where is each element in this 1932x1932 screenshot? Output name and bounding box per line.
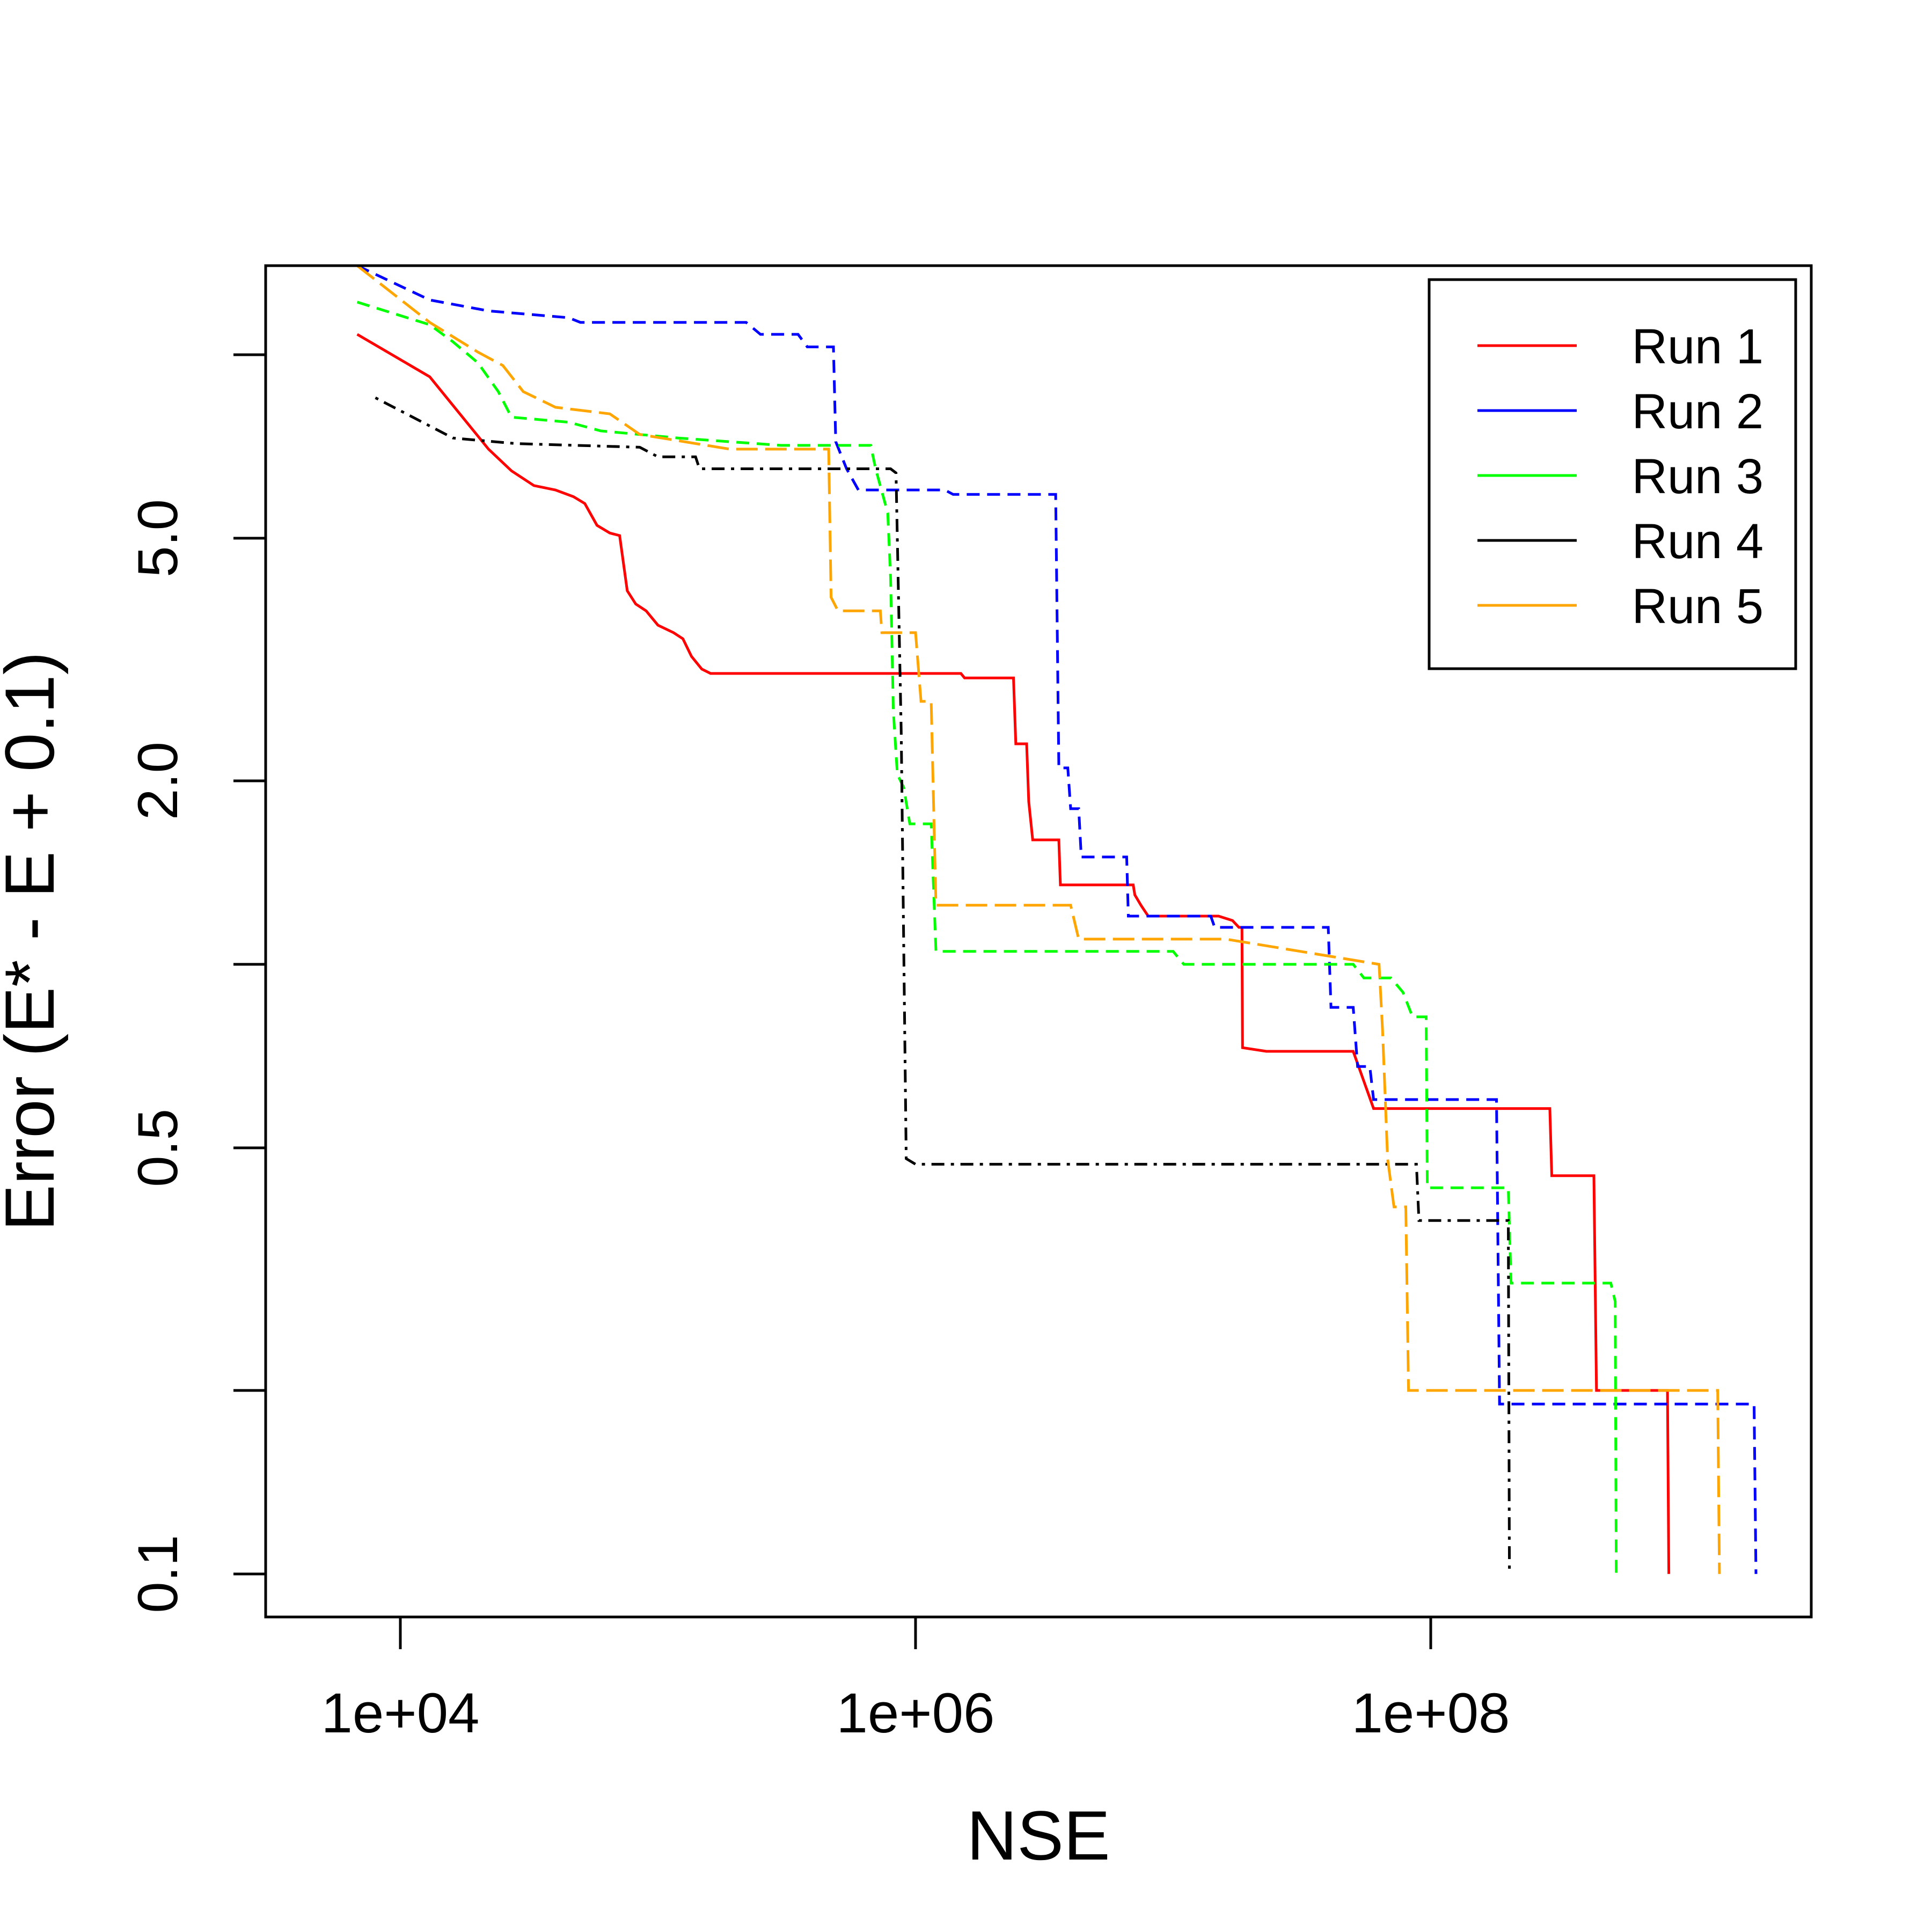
legend-label-3: Run 3 <box>1632 449 1764 504</box>
x-axis-title: NSE <box>967 1796 1110 1875</box>
y-axis: 0.1 0.5 2.0 5.0 <box>127 353 267 1613</box>
y-tick-label: 0.5 <box>127 1109 189 1187</box>
series-line-4 <box>375 396 1511 1574</box>
series-line-2 <box>356 264 1758 1574</box>
series-line-5 <box>356 265 1721 1574</box>
x-axis: 1e+04 1e+06 1e+08 <box>321 1615 1510 1745</box>
legend-label-2: Run 2 <box>1632 384 1764 439</box>
legend: Run 1 Run 2 Run 3 Run 4 Run 5 <box>1428 278 1797 670</box>
legend-label-5: Run 5 <box>1632 579 1764 634</box>
series-line-1 <box>356 333 1671 1574</box>
x-tick-label: 1e+08 <box>1352 1682 1510 1745</box>
legend-label-1: Run 1 <box>1632 319 1764 374</box>
series-layer <box>356 264 1758 1574</box>
legend-label-4: Run 4 <box>1632 514 1764 569</box>
x-tick-label: 1e+06 <box>837 1682 995 1745</box>
y-axis-title: Error (E* - E + 0.1) <box>0 652 69 1231</box>
x-tick-label: 1e+04 <box>321 1682 480 1745</box>
y-tick-label: 2.0 <box>127 742 189 820</box>
series-line-3 <box>356 301 1618 1574</box>
y-tick-label: 5.0 <box>127 499 189 577</box>
y-tick-label: 0.1 <box>127 1535 189 1613</box>
